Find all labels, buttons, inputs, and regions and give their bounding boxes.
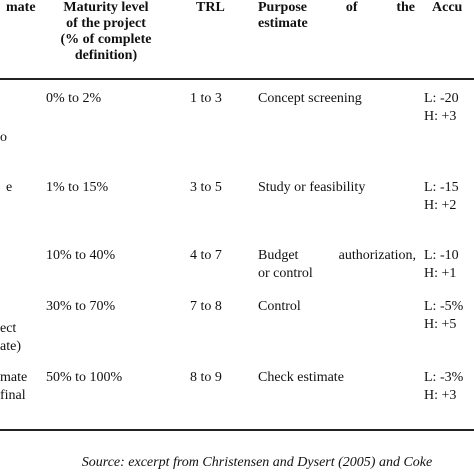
row4-maturity: 30% to 70%	[46, 299, 116, 314]
row1-trl: 1 to 3	[190, 91, 222, 106]
row1-accuracy-low: L: -20	[424, 91, 459, 106]
row2-accuracy-low: L: -15	[424, 180, 459, 195]
header-estimate-cut: mate	[6, 0, 36, 15]
row5-accuracy-high: H: +3	[424, 388, 457, 403]
source-citation-text: Source: excerpt from Christensen and Dys…	[81, 455, 433, 470]
source-citation: Source: excerpt from Christensen and Dys…	[0, 455, 474, 471]
header-purpose-word3: the	[396, 0, 415, 15]
row4-accuracy-low: L: -5%	[424, 299, 464, 314]
header-maturity-line2: of the project	[66, 16, 146, 31]
row1-left-fragment: o	[0, 130, 7, 145]
row3-trl: 4 to 7	[190, 248, 222, 263]
row4-purpose: Control	[258, 299, 301, 314]
header-accuracy-cut: Accu	[432, 0, 463, 15]
row3-purpose-line1: Budget authorization,	[258, 248, 416, 263]
row5-left-fragment-2: final	[0, 388, 26, 403]
row3-accuracy-high: H: +1	[424, 266, 457, 281]
row4-accuracy-high: H: +5	[424, 317, 457, 332]
table-bottom-rule	[0, 429, 474, 431]
row5-accuracy-low: L: -3%	[424, 370, 464, 385]
row5-left-fragment-1: mate	[0, 370, 28, 385]
header-purpose-word1: Purpose	[258, 0, 307, 15]
row2-left-fragment: e	[6, 180, 13, 195]
header-divider	[0, 78, 474, 80]
header-purpose-word2: of	[345, 0, 358, 15]
header-maturity: Maturity level of the project (% of comp…	[45, 0, 167, 64]
row1-accuracy-high: H: +3	[424, 109, 457, 124]
row2-purpose: Study or feasibility	[258, 180, 366, 195]
row2-trl: 3 to 5	[190, 180, 222, 195]
row5-purpose: Check estimate	[258, 370, 344, 385]
row3-accuracy-low: L: -10	[424, 248, 459, 263]
row2-accuracy-high: H: +2	[424, 198, 457, 213]
row1-purpose: Concept screening	[258, 91, 362, 106]
row4-left-fragment-1: ect	[0, 321, 17, 336]
header-trl: TRL	[196, 0, 225, 15]
header-maturity-line1: Maturity level	[63, 0, 149, 15]
row2-maturity: 1% to 15%	[46, 180, 109, 195]
header-purpose: Purpose of the estimate	[258, 0, 415, 32]
header-purpose-line1: Purpose of the	[258, 0, 415, 16]
row5-maturity: 50% to 100%	[46, 370, 123, 385]
header-maturity-line4: definition)	[74, 48, 138, 63]
row3-purpose-line2: or control	[258, 266, 313, 281]
row4-left-fragment-2: ate)	[0, 339, 21, 354]
row5-trl: 8 to 9	[190, 370, 222, 385]
row1-maturity: 0% to 2%	[46, 91, 102, 106]
row4-trl: 7 to 8	[190, 299, 222, 314]
row3-maturity: 10% to 40%	[46, 248, 116, 263]
header-purpose-line2: estimate	[258, 16, 308, 31]
header-maturity-line3: (% of complete	[60, 32, 152, 47]
